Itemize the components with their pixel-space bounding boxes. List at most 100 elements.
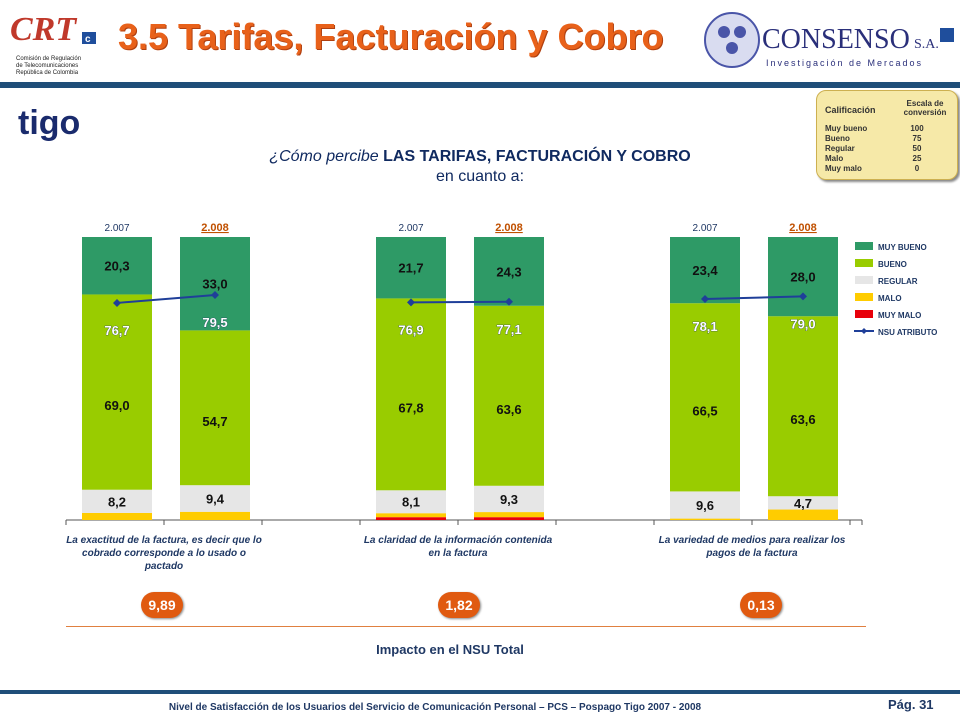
label-nsu: 78,1 [692, 319, 717, 334]
bar-segment-malo [474, 512, 544, 518]
label-bueno: 63,6 [496, 402, 521, 417]
tigo-logo-text: tigo [18, 104, 80, 142]
crt-logo: CRT c Comisión de Regulación de Telecomu… [10, 11, 96, 76]
year-label: 2.007 [692, 223, 717, 234]
legend-swatch [855, 293, 873, 301]
label-nsu: 79,0 [790, 316, 815, 331]
question-prefix: ¿Cómo percibe [269, 148, 384, 165]
label-regular: 9,6 [696, 498, 714, 513]
stacked-bar-chart: 20,3 69,0 8,2 2.007 76,7 33,0 54,7 9,4 2.008 79,5… [65, 222, 937, 525]
impact-title: Impacto en el NSU Total [376, 642, 524, 657]
legend-swatch [855, 276, 873, 284]
tigo-logo: tigo [18, 104, 80, 142]
impact-badge-2: 1,82 [438, 592, 480, 618]
page-title: 3.5 Tarifas, Facturación y Cobro [118, 16, 664, 57]
legend-swatch [855, 259, 873, 267]
label-muy-bueno: 21,7 [398, 261, 423, 276]
legend-swatch [855, 310, 873, 318]
impact-badge-1: 9,89 [141, 592, 183, 618]
category-label-1: La exactitud de la factura, es decir que… [66, 535, 262, 572]
legend-label: BUENO [878, 260, 907, 269]
crt-subtitle-1: Comisión de Regulación [16, 56, 81, 62]
label-bueno: 63,6 [790, 412, 815, 427]
bar-segment-malo [768, 509, 838, 520]
scale-row: Muy malo 0 [825, 164, 920, 173]
label-nsu: 76,9 [398, 322, 423, 337]
nsu-point [407, 298, 415, 307]
label-regular: 8,1 [402, 495, 420, 510]
bar-segment-malo [180, 511, 250, 520]
scale-row: Malo 25 [825, 154, 922, 163]
bar-segment-regular [376, 490, 446, 514]
bar-segment-bueno [376, 298, 446, 491]
label-bueno: 54,7 [202, 414, 227, 429]
year-label: 2.007 [104, 223, 129, 234]
year-label: 2.007 [398, 223, 423, 234]
bar-segment-muy-bueno [768, 237, 838, 317]
nsu-point [701, 294, 709, 303]
nsu-point [113, 298, 121, 307]
bar-segment-bueno [768, 316, 838, 497]
bar-segment-bueno [82, 294, 152, 490]
scale-box: Calificación Escala de conversión Muy bu… [816, 90, 958, 180]
nsu-point [211, 291, 219, 300]
footer-divider [0, 690, 960, 694]
bar-segment-regular [474, 485, 544, 513]
label-regular: 9,3 [500, 492, 518, 507]
consenso-tagline: Investigación de Mercados [766, 58, 923, 68]
bar-segment-malo [670, 518, 740, 520]
label-muy-bueno: 28,0 [790, 270, 815, 285]
nsu-line [704, 295, 804, 300]
bar-segment-bueno [180, 330, 250, 486]
scale-row: Muy bueno 100 [825, 124, 924, 133]
nsu-line [410, 300, 510, 304]
scale-header-right: Escala de conversión [903, 99, 947, 117]
scale-row: Regular 50 [825, 144, 922, 153]
header-divider [0, 82, 960, 88]
label-nsu: 77,1 [496, 322, 521, 337]
bar-segment-regular [768, 496, 838, 510]
impact-divider [66, 626, 866, 627]
bar-segment-muy-bueno [474, 237, 544, 306]
bar-segment-bueno [670, 303, 740, 492]
legend-label: MUY MALO [878, 311, 921, 320]
bar-segment-muy-bueno [670, 237, 740, 304]
label-bueno: 67,8 [398, 400, 423, 415]
nsu-point [505, 297, 513, 306]
nsu-point [799, 292, 807, 301]
bar-segment-regular [82, 489, 152, 513]
bar-segment-muy-malo [376, 517, 446, 520]
legend-label: MALO [878, 294, 902, 303]
category-label-2: La claridad de la información contenida … [363, 535, 553, 559]
legend-label: NSU ATRIBUTO [878, 328, 937, 337]
legend-swatch [855, 242, 873, 250]
impact-badge-3: 0,13 [740, 592, 782, 618]
category-label-3: La variedad de medios para realizar los … [658, 535, 846, 559]
bar-segment-muy-malo [474, 517, 544, 520]
bar-segment-malo [376, 513, 446, 518]
footer-text: Nivel de Satisfacción de los Usuarios de… [168, 702, 702, 713]
label-regular: 4,7 [794, 496, 812, 511]
crt-subtitle-3: República de Colombia [16, 70, 79, 76]
page-number: Pág. 31 [888, 697, 934, 712]
crt-subtitle-2: de Telecomunicaciones [16, 63, 78, 69]
svg-text:c: c [85, 34, 91, 45]
consenso-logo: CONSENSO S.A. Investigación de Mercados [704, 12, 954, 68]
bar-segment-muy-bueno [376, 237, 446, 299]
scale-row: Bueno 75 [825, 134, 922, 143]
label-muy-bueno: 20,3 [104, 259, 129, 274]
bar-segment-regular [180, 485, 250, 512]
year-label: 2.008 [201, 222, 229, 234]
bar-segment-regular [670, 491, 740, 519]
bar-segment-muy-bueno [82, 237, 152, 295]
label-muy-bueno: 24,3 [496, 264, 521, 279]
label-bueno: 66,5 [692, 403, 717, 418]
crt-logo-text: CRT [10, 11, 77, 48]
label-muy-bueno: 33,0 [202, 277, 227, 292]
bar-segment-malo [82, 512, 152, 520]
label-bueno: 69,0 [104, 398, 129, 413]
question-text: ¿Cómo percibe LAS TARIFAS, FACTURACIÓN Y… [180, 147, 780, 187]
label-nsu: 76,7 [104, 323, 129, 338]
year-label: 2.008 [789, 222, 817, 234]
bar-segment-bueno [474, 305, 544, 486]
